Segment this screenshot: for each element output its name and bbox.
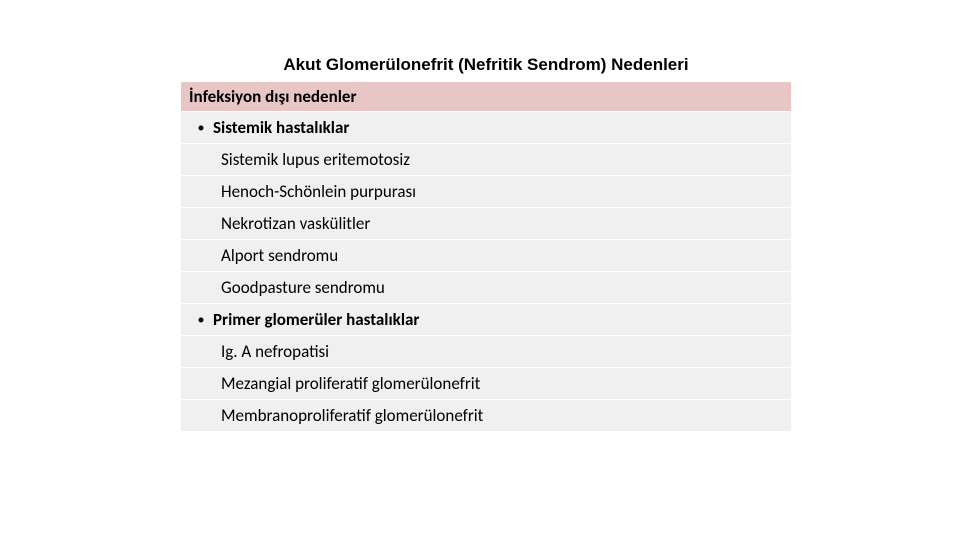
table-row: Sistemik lupus eritemotosiz [180, 144, 792, 176]
section-header-text: İnfeksiyon dışı nedenler [189, 86, 357, 107]
table-row: Henoch-Schönlein purpurası [180, 176, 792, 208]
table-row: Nekrotizan vaskülitler [180, 208, 792, 240]
bullet-icon: • [189, 119, 213, 136]
section-header-row: İnfeksiyon dışı nedenler [180, 82, 792, 112]
item-text: Membranoproliferatif glomerülonefrit [221, 405, 483, 426]
category-row: • Primer glomerüler hastalıklar [180, 304, 792, 336]
table-title-row: Akut Glomerülonefrit (Nefritik Sendrom) … [180, 48, 792, 82]
item-text: Nekrotizan vaskülitler [221, 213, 370, 234]
table-row: Mezangial proliferatif glomerülonefrit [180, 368, 792, 400]
bullet-icon: • [189, 311, 213, 328]
table-row: Ig. A nefropatisi [180, 336, 792, 368]
table-row: Alport sendromu [180, 240, 792, 272]
item-text: Ig. A nefropatisi [221, 341, 329, 362]
causes-table: Akut Glomerülonefrit (Nefritik Sendrom) … [180, 48, 792, 432]
table-row: Goodpasture sendromu [180, 272, 792, 304]
category-label: Sistemik hastalıklar [213, 117, 349, 138]
item-text: Sistemik lupus eritemotosiz [221, 149, 410, 170]
item-text: Goodpasture sendromu [221, 277, 385, 298]
table-row: Membranoproliferatif glomerülonefrit [180, 400, 792, 432]
category-label: Primer glomerüler hastalıklar [213, 309, 419, 330]
category-row: • Sistemik hastalıklar [180, 112, 792, 144]
item-text: Alport sendromu [221, 245, 338, 266]
table-title: Akut Glomerülonefrit (Nefritik Sendrom) … [283, 55, 688, 75]
item-text: Mezangial proliferatif glomerülonefrit [221, 373, 480, 394]
item-text: Henoch-Schönlein purpurası [221, 181, 416, 202]
